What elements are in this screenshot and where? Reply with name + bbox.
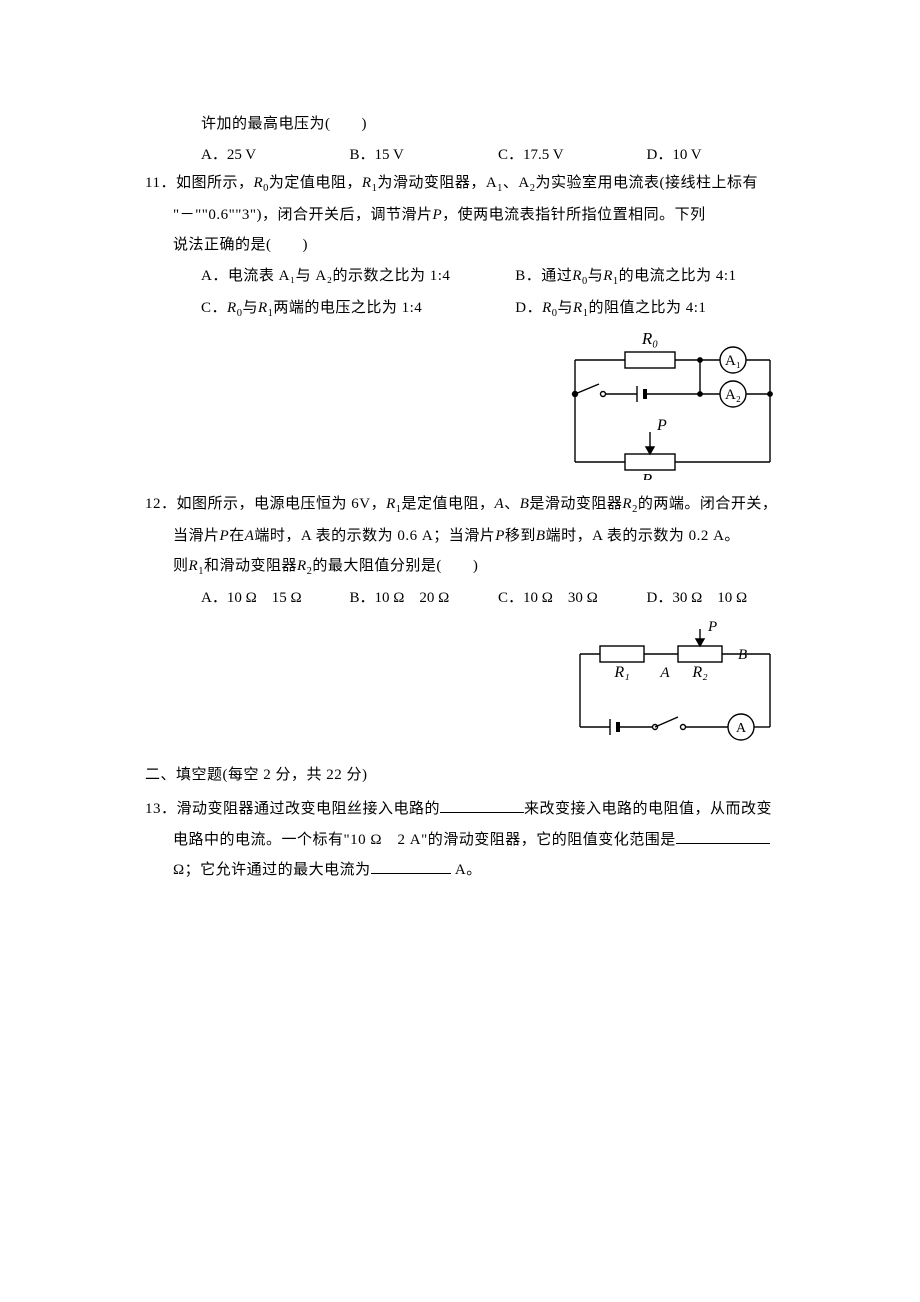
svg-text:A: A (659, 665, 670, 681)
q12-circuit-svg: R₁ A R₂ B P A (570, 619, 785, 749)
q12-opt-d: D．30 Ω 10 Ω (647, 584, 796, 613)
svg-text:R₂: R₂ (691, 664, 708, 681)
q10-opt-d: D．10 V (647, 141, 796, 170)
q10-opt-a: A．25 V (201, 141, 350, 170)
q13-line2: 电路中的电流。一个标有"10 Ω 2 A"的滑动变阻器，它的阻值变化范围是 (145, 826, 795, 855)
q13-blank-2[interactable] (676, 829, 770, 844)
q13-line3: Ω；它允许通过的最大电流为 A。 (145, 856, 795, 885)
q13-line1: 13．滑动变阻器通过改变电阻丝接入电路的来改变接入电路的电阻值，从而改变 (145, 795, 795, 824)
q12-opt-a: A．10 Ω 15 Ω (201, 584, 350, 613)
svg-text:R₁: R₁ (641, 470, 658, 480)
q11-stem-line2: "－""0.6""3")，闭合开关后，调节滑片P，使两电流表指针所指位置相同。下… (145, 201, 795, 230)
q13-num: 13． (145, 801, 177, 817)
q12-stem-line1: 12．如图所示，电源电压恒为 6V，R1是定值电阻，A、B是滑动变阻器R2的两端… (145, 490, 795, 520)
q10-opt-c: C．17.5 V (498, 141, 647, 170)
q11-opt-d: D．R0与R1的阻值之比为 4:1 (515, 300, 706, 316)
svg-text:A₂: A₂ (725, 387, 741, 403)
q10-opt-b: B．15 V (350, 141, 499, 170)
q12-options: A．10 Ω 15 Ω B．10 Ω 20 Ω C．10 Ω 30 Ω D．30… (145, 584, 795, 613)
q13-blank-1[interactable] (440, 798, 524, 813)
svg-text:B: B (738, 647, 747, 663)
svg-text:R₁: R₁ (613, 664, 629, 681)
q12-stem-line2: 当滑片P在A端时，A 表的示数为 0.6 A；当滑片P移到B端时，A 表的示数为… (145, 522, 795, 551)
svg-text:R₀: R₀ (641, 330, 658, 348)
q11-opt-a: A．电流表 A₁与 A₂的示数之比为 1:4 (201, 262, 511, 291)
q12-opt-c: C．10 Ω 30 Ω (498, 584, 647, 613)
q11-opts-row2: C．R0与R1两端的电压之比为 1:4 D．R0与R1的阻值之比为 4:1 (145, 294, 795, 324)
q12-figure: R₁ A R₂ B P A (145, 619, 795, 749)
q11-num: 11． (145, 175, 176, 191)
svg-text:P: P (656, 417, 667, 434)
q12-num: 12． (145, 496, 177, 512)
q11-circuit-svg: R₀ A₁ A₂ P R₁ (565, 330, 785, 480)
q11-figure: R₀ A₁ A₂ P R₁ (145, 330, 795, 480)
q11-opt-c: C．R0与R1两端的电压之比为 1:4 (201, 294, 511, 324)
q10-continuation: 许加的最高电压为( ) (145, 110, 795, 139)
svg-text:A₁: A₁ (725, 353, 741, 369)
q11-stem-line3: 说法正确的是( ) (145, 231, 795, 260)
q10-options: A．25 V B．15 V C．17.5 V D．10 V (145, 141, 795, 170)
q11-opt-b: B．通过R0与R1的电流之比为 4:1 (515, 268, 736, 284)
q12-opt-b: B．10 Ω 20 Ω (350, 584, 499, 613)
q11-stem-line1: 11．如图所示，R0为定值电阻，R1为滑动变阻器，A1、A2为实验室用电流表(接… (145, 169, 795, 199)
svg-text:P: P (707, 619, 717, 635)
q13-blank-3[interactable] (371, 859, 451, 874)
q11-opts-row1: A．电流表 A₁与 A₂的示数之比为 1:4 B．通过R0与R1的电流之比为 4… (145, 262, 795, 292)
svg-text:A: A (736, 721, 747, 736)
section-2-title: 二、填空题(每空 2 分，共 22 分) (145, 761, 795, 790)
q12-stem-line3: 则R1和滑动变阻器R2的最大阻值分别是( ) (145, 552, 795, 582)
